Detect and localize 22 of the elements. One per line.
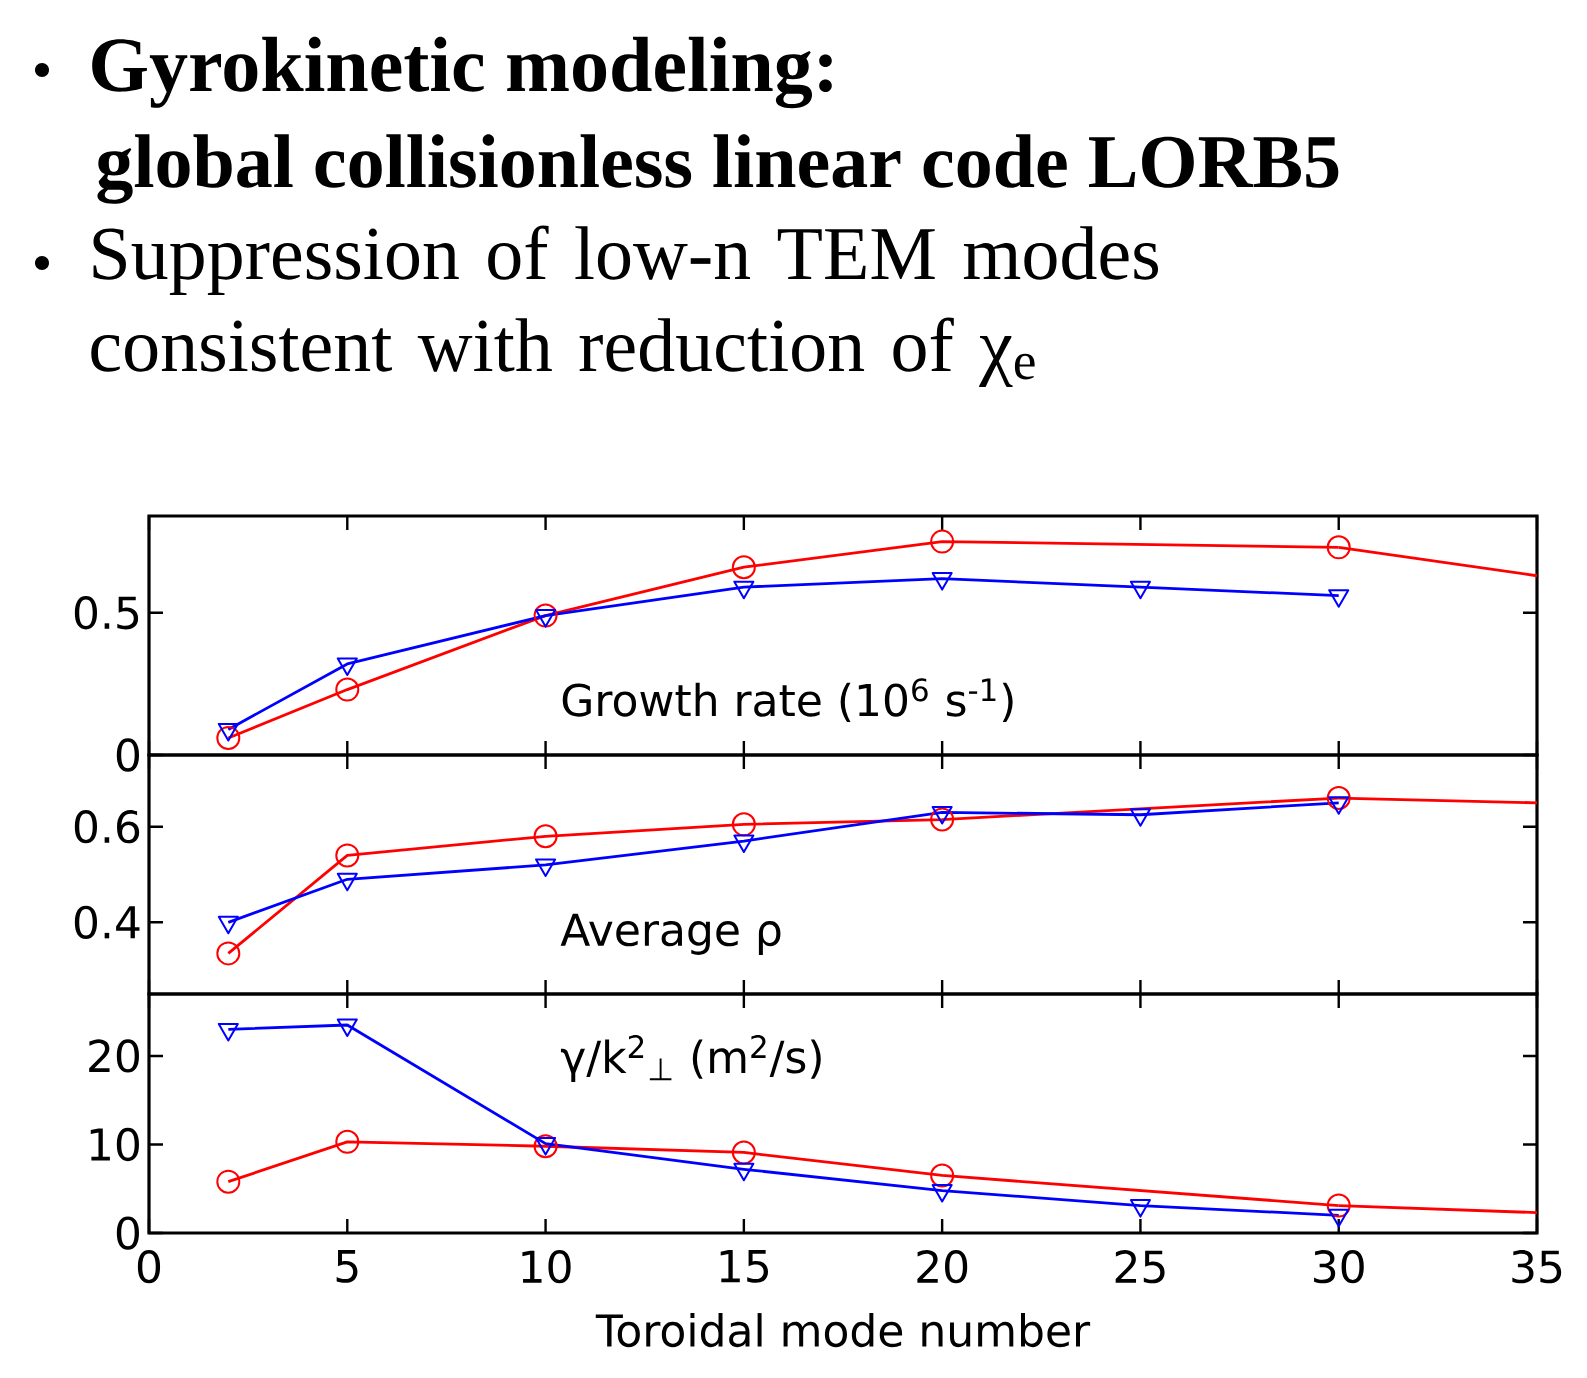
y-tick-label: 10 [90,1127,139,1162]
annotation: Average ρ [560,913,781,955]
x-axis-title: Toroidal mode number [595,1313,1091,1348]
x-tick-label: 15 [720,1250,768,1283]
x-tick-label: 20 [917,1250,968,1284]
y-tick-label: 0 [116,738,139,772]
y-tick-label: 20 [89,1039,139,1073]
text: Suppression of low-n TEM modes consistent with reduction of χ$_{e}$ [91,225,1159,388]
x-tick-label: 35 [1512,1250,1562,1284]
y-tick-label: 0.6 [74,810,140,844]
annotation: γ/k$^{2}$$_{⊥}$ (m$^{2}$/s) [560,1035,821,1083]
x-tick-label: 10 [522,1250,571,1284]
y-tick-label: 0.5 [74,596,139,630]
text: global collisionless linear code LORB5 [97,134,1339,204]
text: Gyrokinetic modeling: [92,36,832,109]
y-tick-label: 0 [116,1216,139,1250]
y-tick-label: 0.4 [74,905,140,939]
x-tick-label: 30 [1314,1250,1364,1284]
x-tick-label: 5 [336,1250,358,1283]
x-tick-label: 25 [1115,1250,1165,1284]
annotation: Growth rate (10$^{6}$ s$^{-1}$) [562,678,1013,722]
x-tick-label: 0 [137,1250,161,1284]
